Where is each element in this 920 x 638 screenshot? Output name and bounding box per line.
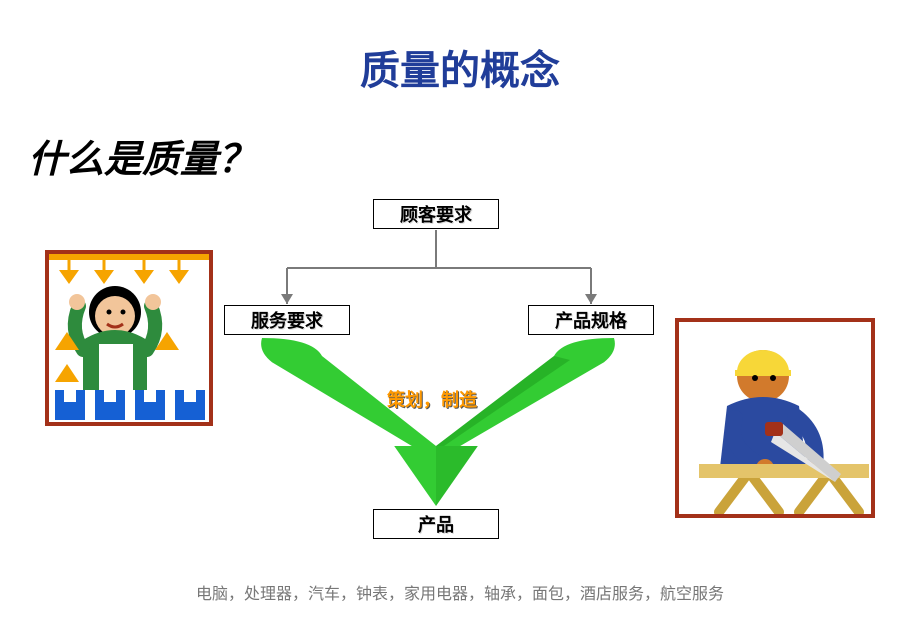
- illustration-worker: [675, 318, 875, 518]
- label-plan-manufacture: 策划，制造: [387, 386, 477, 412]
- illustration-customer: [45, 250, 213, 426]
- footer-examples: 电脑，处理器，汽车，钟表，家用电器，轴承，面包，酒店服务，航空服务: [0, 580, 920, 604]
